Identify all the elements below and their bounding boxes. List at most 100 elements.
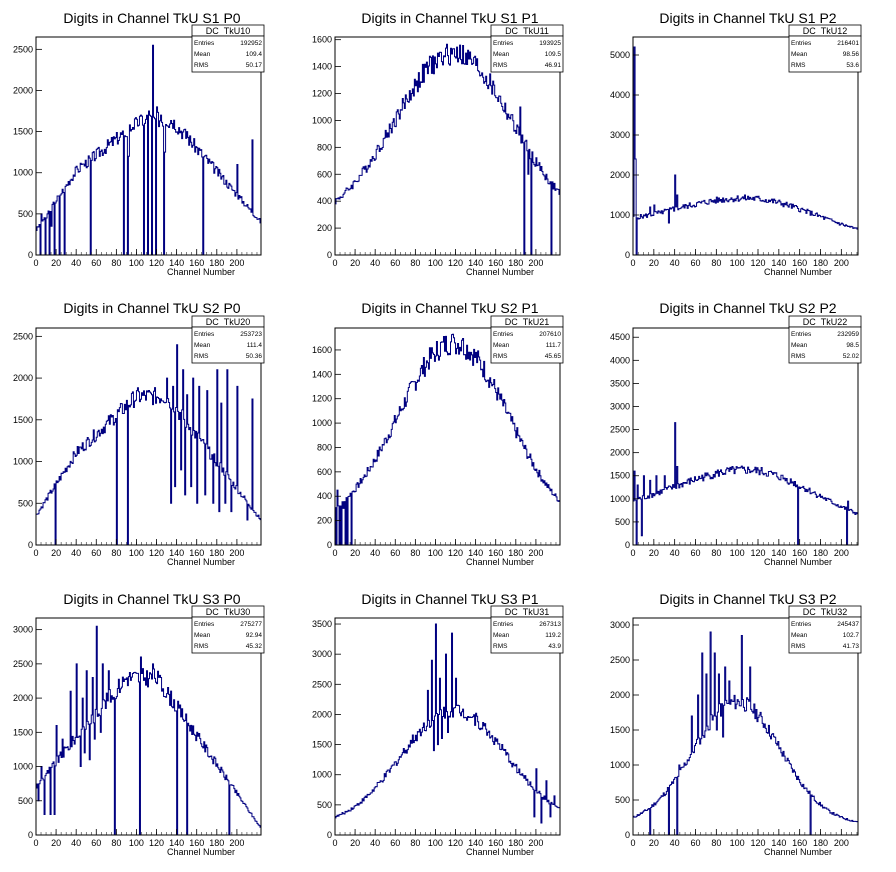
y-tick-label: 1000 — [13, 168, 33, 178]
x-tick-label: 60 — [690, 838, 700, 848]
x-tick-label: 40 — [71, 838, 81, 848]
stats-value-rms: 50.36 — [246, 353, 263, 360]
y-tick-label: 0 — [625, 250, 630, 260]
stats-name: DC_TkU12 — [803, 26, 848, 36]
chart-title: Digits in Channel TkU S2 P0 — [63, 300, 240, 316]
y-tick-label: 0 — [28, 830, 33, 840]
stats-value-entries: 275277 — [240, 621, 262, 628]
stats-value-entries: 192952 — [240, 40, 262, 47]
x-tick-label: 80 — [711, 838, 721, 848]
stats-value-mean: 92.94 — [246, 632, 263, 639]
y-tick-label: 500 — [18, 209, 33, 219]
x-axis-label: Channel Number — [466, 267, 534, 277]
x-axis-label: Channel Number — [167, 557, 235, 567]
x-tick-label: 20 — [350, 548, 360, 558]
stats-values-box — [788, 35, 862, 73]
x-tick-label: 160 — [792, 258, 807, 268]
plot-frame — [632, 617, 859, 836]
y-tick-label: 2000 — [610, 170, 630, 180]
histogram-panel-5: Digits in Channel TkU S2 P1 0 20 40 60 80 100 1… — [312, 300, 564, 567]
y-tick-label: 200 — [317, 223, 332, 233]
x-tick-label: 160 — [189, 838, 204, 848]
x-tick-label: 0 — [630, 548, 635, 558]
x-tick-label: 40 — [670, 258, 680, 268]
y-tick-label: 600 — [317, 169, 332, 179]
x-axis-label: Channel Number — [764, 557, 832, 567]
x-tick-label: 180 — [813, 548, 828, 558]
x-tick-label: 0 — [33, 258, 38, 268]
histogram-panel-1: Digits in Channel TkU S1 P0 0 20 40 60 80 100 1… — [13, 10, 265, 277]
x-axis-label: Channel Number — [466, 847, 534, 857]
stats-values-box — [490, 616, 564, 654]
histogram-panel-4: Digits in Channel TkU S2 P0 0 20 40 60 80 100 1… — [13, 300, 265, 567]
stats-values-box — [788, 326, 862, 364]
histogram-line — [35, 44, 262, 256]
y-tick-label: 200 — [317, 516, 332, 526]
stats-value-entries: 267313 — [539, 621, 561, 628]
x-tick-label: 180 — [508, 838, 523, 848]
stats-value-mean: 109.4 — [246, 51, 263, 58]
y-tick-label: 1500 — [13, 127, 33, 137]
stats-label-rms: RMS — [791, 62, 806, 69]
stats-label-rms: RMS — [791, 643, 806, 650]
x-tick-label: 0 — [630, 838, 635, 848]
stats-label-rms: RMS — [493, 643, 508, 650]
histogram-line — [334, 333, 561, 546]
y-tick-label: 1000 — [312, 770, 332, 780]
plot-frame — [632, 36, 859, 256]
y-tick-label: 2500 — [610, 655, 630, 665]
stats-value-mean: 109.5 — [545, 51, 562, 58]
y-tick-label: 0 — [625, 540, 630, 550]
stats-values-box — [490, 35, 564, 73]
stats-box: DC_TkU11 Entries 193925 Mean 109.5 RMS 46.91 — [490, 24, 564, 73]
x-tick-label: 80 — [111, 548, 121, 558]
x-tick-label: 20 — [51, 258, 61, 268]
x-tick-label: 180 — [813, 838, 828, 848]
y-tick-label: 2500 — [312, 679, 332, 689]
y-tick-label: 1000 — [13, 457, 33, 467]
stats-box: DC_TkU21 Entries 207610 Mean 111.7 RMS 45.65 — [490, 315, 564, 364]
stats-label-entries: Entries — [493, 40, 514, 47]
x-tick-label: 40 — [370, 548, 380, 558]
x-tick-label: 100 — [129, 838, 144, 848]
y-tick-label: 4000 — [610, 90, 630, 100]
x-tick-label: 180 — [209, 838, 224, 848]
x-tick-label: 180 — [209, 548, 224, 558]
y-tick-label: 5000 — [610, 50, 630, 60]
stats-values-box — [788, 616, 862, 654]
histogram-line — [334, 43, 561, 256]
stats-value-rms: 46.91 — [545, 62, 562, 69]
y-tick-label: 0 — [327, 830, 332, 840]
histogram-line — [35, 344, 262, 546]
stats-label-entries: Entries — [493, 331, 514, 338]
x-tick-label: 120 — [149, 838, 164, 848]
stats-label-mean: Mean — [493, 51, 510, 58]
stats-name: DC_TkU31 — [505, 607, 550, 617]
x-tick-label: 60 — [91, 258, 101, 268]
y-tick-label: 1600 — [312, 35, 332, 45]
y-tick-label: 3000 — [610, 620, 630, 630]
y-tick-label: 2000 — [13, 373, 33, 383]
stats-label-mean: Mean — [791, 51, 808, 58]
x-tick-label: 160 — [189, 258, 204, 268]
stats-value-mean: 98.5 — [846, 342, 859, 349]
y-tick-label: 1500 — [610, 471, 630, 481]
x-tick-label: 40 — [670, 838, 680, 848]
x-tick-label: 160 — [488, 548, 503, 558]
y-tick-label: 1500 — [13, 727, 33, 737]
y-tick-label: 3500 — [312, 619, 332, 629]
stats-value-rms: 43.9 — [548, 643, 561, 650]
x-tick-label: 120 — [750, 258, 765, 268]
x-tick-label: 140 — [771, 838, 786, 848]
x-tick-label: 120 — [149, 548, 164, 558]
x-tick-label: 40 — [370, 838, 380, 848]
stats-label-entries: Entries — [791, 621, 812, 628]
stats-value-entries: 216401 — [837, 40, 859, 47]
x-tick-label: 100 — [730, 838, 745, 848]
y-tick-label: 0 — [28, 540, 33, 550]
x-tick-label: 60 — [390, 548, 400, 558]
x-tick-label: 200 — [528, 258, 543, 268]
x-tick-label: 140 — [771, 258, 786, 268]
x-tick-label: 40 — [670, 548, 680, 558]
y-tick-label: 3000 — [610, 130, 630, 140]
